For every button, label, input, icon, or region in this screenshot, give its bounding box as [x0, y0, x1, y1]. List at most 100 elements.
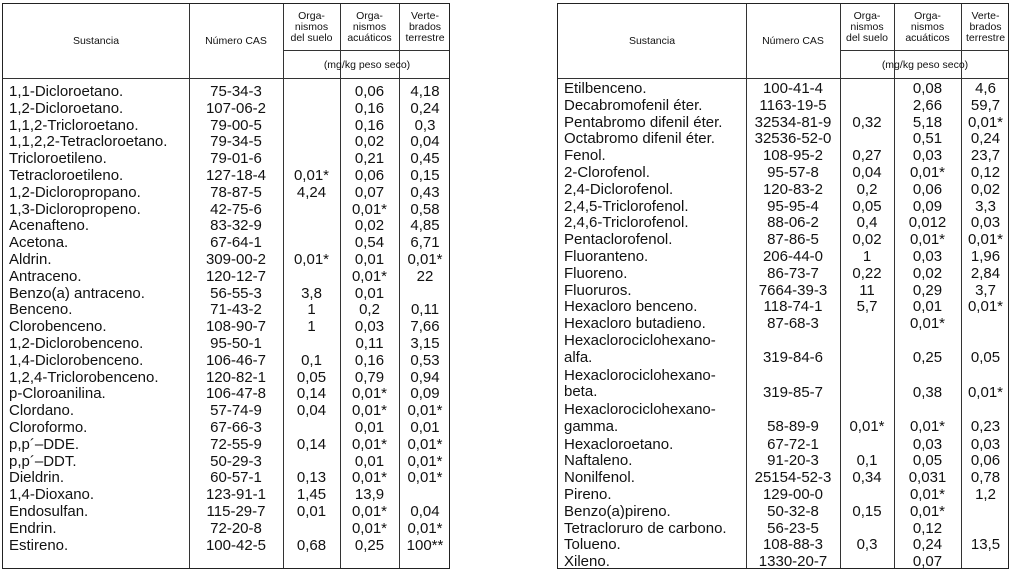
aquatic-value: 0,79 — [354, 368, 385, 386]
table-row: Tolueno. 108-88-3 0,3 0,24 13,5 — [558, 537, 1008, 554]
table-row: Cloroformo. 67-66-3 0,01 0,01 — [3, 420, 449, 437]
table-row: Octabromo difenil éter. 32536-52-0 0,51 0,2… — [558, 131, 1008, 148]
cas-number: 86-73-7 — [767, 264, 819, 282]
terrestrial-value: 0,01* — [407, 251, 443, 268]
soil-value: 0,05 — [296, 368, 327, 386]
aquatic-value: 0,031 — [908, 469, 947, 487]
substance-name: Antraceno. — [9, 267, 82, 285]
cas-number: 106-47-8 — [205, 385, 267, 403]
soil-value: 0,4 — [856, 214, 878, 232]
terrestrial-value: 0,01* — [967, 113, 1004, 131]
aquatic-value: 0,16 — [354, 351, 385, 369]
cas-number: 100-41-4 — [762, 80, 824, 97]
substance-name: Hexaclorociclohexano- gamma. — [564, 401, 716, 435]
substance-name: 2,4,5-Triclorofenol. — [564, 197, 689, 215]
terrestrial-value: 0,23 — [970, 418, 1001, 435]
cas-number: 50-29-3 — [210, 452, 262, 470]
aquatic-value: 0,01* — [909, 485, 946, 503]
soil-value: 0,68 — [296, 536, 327, 554]
terrestrial-value: 2,84 — [970, 264, 1001, 282]
aquatic-value: 0,03 — [912, 248, 943, 265]
table-row: 2,4,5-Triclorofenol. 95-95-4 0,05 0,09 3,3 — [558, 197, 1008, 216]
cas-number: 108-90-7 — [205, 318, 267, 336]
cas-number: 319-85-7 — [762, 383, 824, 401]
cas-number: 67-66-3 — [210, 419, 262, 436]
terrestrial-value: 3,15 — [410, 335, 440, 352]
table-row: Fluoreno. 86-73-7 0,22 0,02 2,84 — [558, 264, 1008, 283]
substance-name: Aldrin. — [9, 251, 52, 268]
soil-value: 0,05 — [852, 197, 882, 215]
cas-number: 58-89-9 — [767, 418, 819, 435]
soil-value: 4,24 — [296, 183, 327, 201]
aquatic-value: 0,21 — [354, 150, 385, 168]
terrestrial-value: 0,53 — [410, 351, 440, 369]
aquatic-value: 0,12 — [912, 519, 943, 537]
table-row: 1,2-Dicloroetano. 107-06-2 0,16 0,24 — [3, 99, 449, 118]
cas-number: 56-55-3 — [210, 284, 262, 302]
table-row: 2,4,6-Triclorofenol. 88-06-2 0,4 0,012 0,03 — [558, 215, 1008, 232]
substance-name: Tricloroetileno. — [9, 150, 107, 168]
aquatic-value: 0,06 — [912, 180, 943, 198]
terrestrial-value: 0,06 — [970, 452, 1001, 470]
terrestrial-value: 3,3 — [975, 197, 996, 215]
terrestrial-value: 0,43 — [410, 183, 440, 201]
terrestrial-value: 1,2 — [975, 485, 996, 503]
table-row: Xileno. 1330-20-7 0,07 — [558, 554, 1008, 568]
table-row: Endosulfan. 115-29-7 0,01 0,01* 0,04 — [3, 504, 449, 521]
aquatic-value: 0,06 — [354, 83, 385, 100]
cas-header: Número CAS — [762, 34, 824, 47]
column-divider — [746, 4, 747, 568]
table-row: Pentabromo difenil éter. 32534-81-9 0,32 5,… — [558, 113, 1008, 132]
substance-name: Pentaclorofenol. — [564, 231, 673, 249]
units-label: (mg/kg peso seco) — [323, 59, 411, 71]
aquatic-value: 0,03 — [912, 147, 943, 165]
terrestrial-value: 22 — [416, 267, 434, 285]
substance-name: Hexaclorociclohexano- beta. — [564, 366, 716, 400]
left-table-panel: Sustancia Número CAS Orga- nismos del suel… — [2, 3, 450, 569]
aquatic-value: 0,05 — [912, 452, 943, 470]
terrestrial-value: 0,24 — [410, 99, 440, 117]
terrestrial-value: 0,05 — [970, 349, 1001, 366]
cas-header: Número CAS — [205, 34, 267, 47]
substance-name: Benceno. — [9, 301, 73, 319]
aquatic-organisms-header: Orga- nismos acuáticos — [347, 9, 392, 44]
right-table-panel: Sustancia Número CAS Orga- nismos del suel… — [557, 3, 1009, 569]
cas-number: 56-23-5 — [767, 519, 819, 537]
table-row: Estireno. 100-42-5 0,68 0,25 100** — [3, 536, 449, 555]
table-row: Hexaclorociclohexano- beta. 319-85-7 0,38 0… — [558, 366, 1008, 402]
substance-name: p-Cloroanilina. — [9, 385, 106, 403]
table-row: Benzo(a) antraceno. 56-55-3 3,8 0,01 — [3, 284, 449, 303]
terrestrial-value: 0,01* — [407, 402, 443, 420]
table-row: Acetona. 67-64-1 0,54 6,71 — [3, 235, 449, 252]
aquatic-value: 0,01* — [351, 469, 388, 487]
substance-name: Acetona. — [9, 234, 69, 252]
terrestrial-value: 59,7 — [970, 96, 1001, 114]
substance-name: Acenafteno. — [9, 217, 90, 235]
substance-name: Endosulfan. — [9, 503, 89, 520]
cas-number: 79-00-5 — [210, 116, 262, 134]
soil-value: 0,01* — [849, 418, 885, 435]
soil-value: 1 — [307, 318, 316, 336]
table-row: Dieldrin. 60-57-1 0,13 0,01* 0,01* — [3, 470, 449, 487]
terrestrial-value: 0,03 — [970, 214, 1001, 232]
table-row: p,p´–DDT. 50-29-3 0,01 0,01* — [3, 452, 449, 471]
aquatic-value: 0,16 — [354, 116, 385, 134]
aquatic-value: 0,01 — [354, 452, 385, 470]
cas-number: 79-01-6 — [210, 150, 262, 168]
table-row: 1,3-Dicloropropeno. 42-75-6 0,01* 0,58 — [3, 201, 449, 219]
table-row: Clordano. 57-74-9 0,04 0,01* 0,01* — [3, 403, 449, 420]
units-rule — [3, 78, 449, 79]
soil-value: 0,27 — [852, 147, 882, 165]
table-row: 1,4-Diclorobenceno. 106-46-7 0,1 0,16 0,53 — [3, 351, 449, 370]
substance-name: Cloroformo. — [9, 419, 88, 436]
substance-name: 1,2,4-Triclorobenceno. — [9, 368, 159, 386]
soil-value: 0,13 — [296, 469, 327, 487]
soil-value: 0,3 — [856, 536, 878, 554]
units-rule — [558, 78, 1008, 79]
terrestrial-value: 1,96 — [970, 248, 1001, 265]
aquatic-value: 0,24 — [912, 536, 943, 554]
aquatic-value: 0,08 — [912, 80, 943, 97]
table-row: 1,1-Dicloroetano. 75-34-3 0,06 4,18 — [3, 84, 449, 101]
column-divider — [189, 4, 190, 568]
substance-name: Decabromofenil éter. — [564, 96, 703, 114]
